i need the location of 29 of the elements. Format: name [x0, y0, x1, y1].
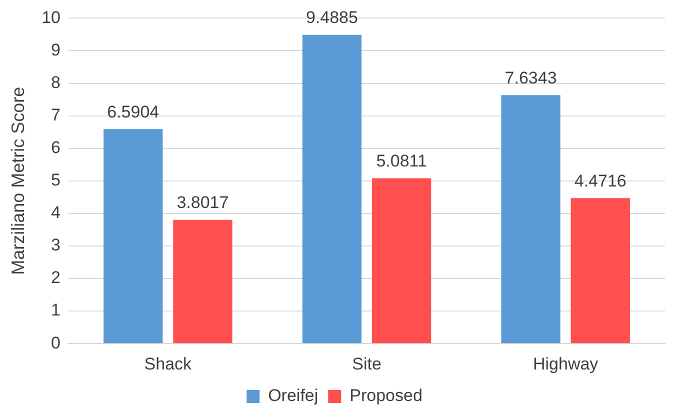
legend-label: Proposed	[350, 386, 422, 406]
y-tick-label: 8	[51, 72, 61, 92]
y-axis-title: Marziliano Metric Score	[8, 86, 28, 275]
y-tick-label: 2	[51, 268, 61, 288]
data-label: 7.6343	[504, 68, 557, 88]
y-tick-label: 6	[51, 138, 61, 158]
y-tick-label: 7	[51, 106, 61, 125]
bar	[173, 220, 232, 344]
y-tick-label: 4	[51, 203, 61, 222]
data-label: 3.8017	[176, 193, 229, 212]
x-tick-label: Highway	[532, 354, 599, 374]
data-label: 6.5904	[107, 102, 160, 122]
y-tick-label: 10	[42, 8, 61, 27]
data-label: 4.4716	[574, 171, 626, 190]
legend-label: Oreifej	[268, 386, 318, 406]
x-tick-label: Site	[352, 354, 382, 374]
x-tick-label: Shack	[144, 354, 192, 374]
bar	[302, 34, 362, 344]
data-label: 9.4885	[306, 8, 358, 28]
y-tick-label: 0	[51, 333, 61, 352]
y-tick-label: 1	[51, 300, 61, 320]
bar	[104, 129, 163, 344]
y-tick-label: 5	[51, 170, 61, 190]
y-tick-label: 3	[51, 236, 61, 255]
data-label: 5.0811	[376, 151, 427, 170]
y-tick-label: 9	[51, 40, 61, 60]
bar	[372, 178, 432, 344]
bar	[570, 198, 630, 344]
bar	[501, 95, 560, 344]
